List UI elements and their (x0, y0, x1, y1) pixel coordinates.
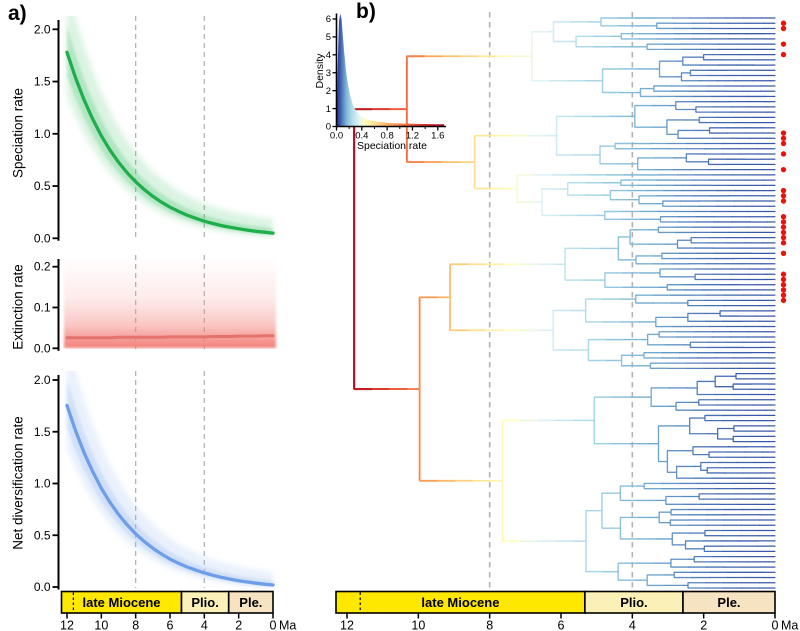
net-diversification-rate-curve (65, 403, 275, 587)
era-label: Ple. (239, 595, 262, 610)
x-tick-label: 6 (558, 619, 565, 631)
extinction-rate-axis-label: Extinction rate (10, 264, 26, 350)
tip-red-dot (780, 140, 787, 147)
inset-y-tick-label: 3 (326, 68, 331, 79)
tip-red-dot (780, 135, 787, 141)
density-area (336, 13, 445, 127)
inset-y-tick-label: 1 (326, 104, 331, 115)
y-tick-label: 0.0 (34, 341, 51, 355)
y-tick-label: 1.0 (34, 127, 51, 141)
tip-red-dot (780, 51, 787, 58)
era-label: late Miocene (421, 595, 499, 610)
y-tick-label: 0.0 (34, 580, 51, 594)
y-tick-label: 0.2 (34, 260, 51, 274)
tip-red-dot (780, 198, 787, 204)
inset-y-tick-label: 0 (326, 122, 331, 133)
inset-x-tick-label: 0.4 (355, 131, 368, 142)
x-tick-label: 4 (201, 619, 208, 631)
x-tick-label: 8 (486, 619, 493, 631)
y-tick-label: 0.5 (34, 528, 51, 542)
inset-y-tick-label: 2 (326, 86, 331, 97)
x-tick-label: 0 (270, 619, 277, 631)
y-tick-label: 0.1 (34, 301, 51, 315)
tip-red-dot (780, 281, 787, 288)
credible-band (67, 371, 273, 587)
inset-x-tick-label: 1.2 (406, 131, 419, 142)
tip-red-dot (780, 287, 787, 293)
x-tick-label: 2 (700, 619, 707, 631)
y-tick-label: 2.0 (34, 22, 51, 36)
tip-red-dot (780, 240, 787, 246)
credible-band (64, 256, 276, 348)
tip-red-dot (780, 151, 787, 157)
x-tick-label: 6 (167, 619, 174, 631)
inset-y-tick-label: 6 (326, 14, 331, 25)
inset-x-tick-label: 0.0 (330, 131, 343, 142)
x-tick-label: 2 (235, 619, 242, 631)
tip-red-dot (780, 297, 787, 304)
x-tick-label: 10 (94, 619, 108, 631)
inset-y-tick-label: 4 (326, 50, 331, 61)
y-tick-label: 0.5 (34, 179, 51, 193)
tip-red-dot (780, 41, 787, 47)
tip-red-dot (780, 187, 787, 194)
speciation-rate-axis-label: Speciation rate (10, 87, 26, 179)
y-tick-label: 1.0 (34, 477, 51, 491)
panel-a-chart: 0.0 0.5 1.0 1.5 2.0 0.0 0.1 0.2 0.0 0.5 1.0 1.5 2.0 l… (34, 16, 296, 631)
tip-red-dot (780, 276, 787, 283)
era-label: Ple. (717, 595, 740, 610)
inset-speciation-rate-axis-label: Speciation rate (356, 140, 428, 152)
phylogeny-tree (353, 17, 776, 589)
inset-x-tick-label: 1.6 (431, 131, 444, 142)
speciation-rate-curve (65, 50, 275, 235)
x-tick-label: 4 (629, 619, 636, 631)
era-segment-ple (227, 590, 274, 614)
tip-red-dot (780, 250, 787, 257)
era-label: late Miocene (82, 595, 160, 610)
inset-y-tick-label: 5 (326, 32, 331, 43)
x-tick-label: 12 (340, 619, 354, 631)
era-segment-ple (682, 590, 776, 614)
x-tick-label: 12 (60, 619, 74, 631)
tip-red-dot (780, 214, 787, 220)
x-tick-label: 10 (411, 619, 425, 631)
tip-red-dot (780, 166, 787, 173)
x-tick-label: 8 (132, 619, 139, 631)
net-diversification-rate-axis-label: Net diversification rate (10, 416, 26, 550)
extinction-rate-curve (65, 334, 275, 340)
tip-red-dot (780, 292, 787, 298)
panel-b-label: b) (356, 0, 376, 23)
time-unit-label: Ma (279, 619, 296, 631)
x-tick-label: 0 (772, 619, 779, 631)
tip-red-dot (780, 20, 787, 26)
y-tick-label: 0.0 (34, 231, 51, 245)
credible-band (67, 16, 273, 238)
tip-red-dot (780, 25, 787, 32)
inset-density-axis-label: Density (314, 53, 326, 89)
tip-red-dot (780, 271, 787, 277)
era-label: Plio. (191, 595, 218, 610)
y-tick-label: 2.0 (34, 373, 51, 387)
tip-red-dot (780, 219, 787, 225)
y-tick-label: 1.5 (34, 425, 51, 439)
y-tick-label: 1.5 (34, 75, 51, 89)
tip-red-dot (780, 224, 787, 230)
panel-a-label: a) (8, 2, 27, 25)
tip-red-dot (780, 229, 787, 236)
inset-x-tick-label: 0.8 (381, 131, 394, 142)
tip-red-dot (780, 193, 787, 199)
era-label: Plio. (620, 595, 647, 610)
tip-red-dot (780, 234, 787, 241)
tip-red-dot (780, 130, 787, 136)
time-unit-label: Ma (781, 619, 798, 631)
